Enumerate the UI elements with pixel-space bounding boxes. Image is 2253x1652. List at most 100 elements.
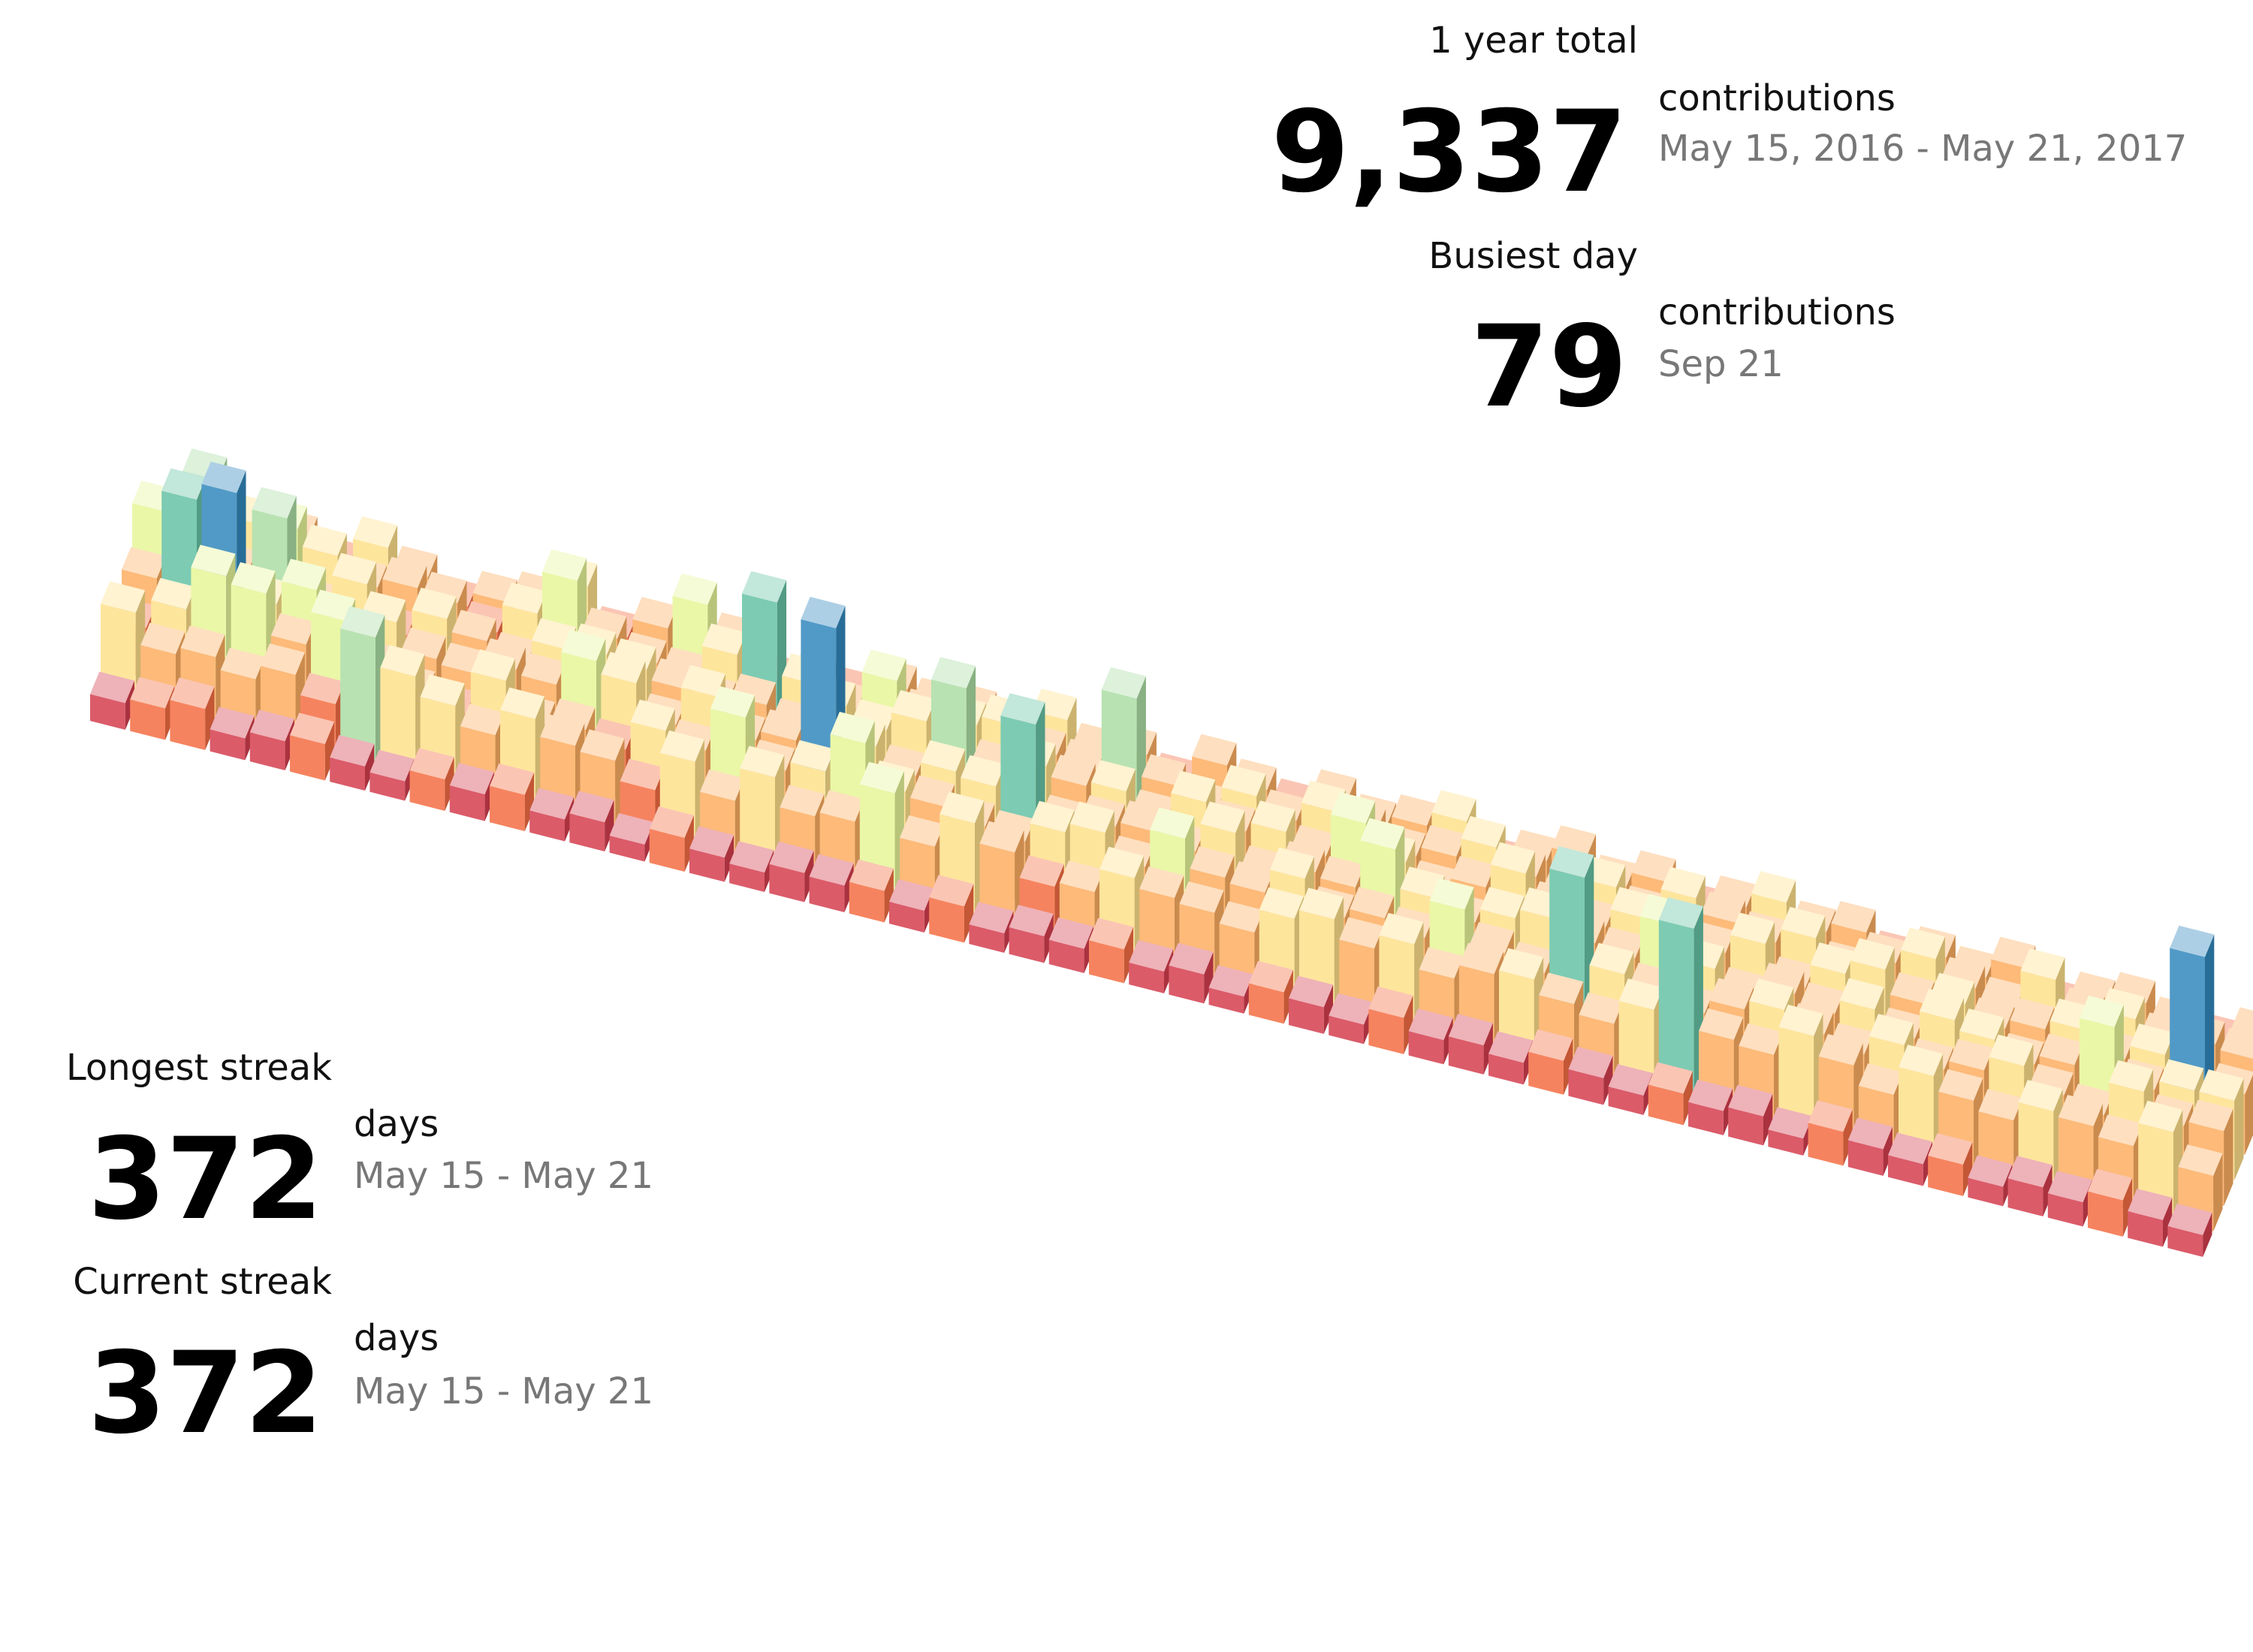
bar-top [1269, 847, 1314, 879]
bar-top [580, 729, 625, 761]
bar-side [365, 743, 375, 791]
day-bar [1208, 965, 1253, 1014]
bar-front [369, 772, 406, 801]
day-bar [1289, 975, 1334, 1034]
bar-top [1301, 780, 1346, 812]
stat-value: 9,337 [1271, 87, 1627, 218]
bar-front [1169, 965, 1205, 1004]
bar-front [290, 735, 325, 781]
bar-top [672, 573, 717, 605]
stat-unit: days [354, 1103, 439, 1145]
bar-top [420, 674, 465, 706]
day-bar [449, 763, 494, 821]
stat-range: May 15 - May 21 [354, 1370, 653, 1412]
day-bar [1928, 1133, 1973, 1196]
bar-front [609, 835, 645, 862]
bar-side [445, 757, 454, 811]
day-bar [609, 812, 654, 862]
bar-top [1858, 1063, 1903, 1095]
bar-front [1289, 998, 1324, 1034]
bar-top [2098, 1114, 2143, 1147]
bar-top [1458, 942, 1504, 975]
bar-top [1810, 942, 1855, 974]
bar-top [1448, 1014, 1493, 1046]
bar-top [470, 649, 515, 681]
bar-top [412, 587, 457, 620]
bar-side [1404, 995, 1413, 1054]
bar-top [1289, 975, 1334, 1008]
bar-front [1048, 939, 1084, 973]
bar-front [1368, 1008, 1404, 1054]
bar-top [1320, 855, 1365, 888]
bar-top [1631, 850, 1676, 882]
bar-side [684, 815, 694, 872]
day-bar [1009, 905, 1054, 963]
bar-top [819, 790, 864, 822]
bar-side [565, 797, 575, 842]
bar-top [689, 826, 734, 858]
bar-top [472, 571, 517, 602]
day-bar [1448, 1014, 1493, 1075]
day-bar [1329, 993, 1374, 1045]
day-bar [1648, 1062, 1693, 1126]
bar-front [1448, 1036, 1484, 1075]
bar-top [1920, 988, 1965, 1020]
stat-date: Sep 21 [1658, 343, 1784, 385]
bar-top [1739, 1023, 1784, 1055]
bar-side [1044, 913, 1054, 963]
bar-side [804, 850, 814, 903]
bar-top [1728, 1084, 1773, 1117]
bar-top [1751, 871, 1796, 903]
day-bar [929, 875, 974, 943]
day-bar [249, 710, 294, 770]
bar-front [849, 882, 885, 923]
bar-front [769, 864, 805, 903]
bar-top [1778, 1004, 1823, 1036]
bar-top [451, 610, 496, 641]
bar-top [2167, 1203, 2212, 1235]
stat-label: 1 year total [1429, 20, 1638, 62]
bar-front [490, 785, 525, 831]
bar-front [1778, 1026, 1814, 1130]
bar-top [2220, 1027, 2253, 1059]
bar-top [1469, 921, 1514, 954]
bar-side [2213, 1153, 2223, 1231]
bar-top [2020, 948, 2065, 980]
bar-front [1608, 1087, 1644, 1115]
day-bar [1888, 1132, 1933, 1186]
bar-top [921, 740, 966, 772]
bar-top [369, 749, 415, 782]
bar-top [532, 618, 577, 650]
bar-top [931, 656, 976, 689]
bar-front [1329, 1015, 1364, 1045]
bar-top [1419, 947, 1464, 978]
bar-front [1009, 927, 1045, 963]
bar-side [1123, 927, 1134, 984]
bar-front [929, 897, 964, 943]
bar-front [1648, 1084, 1684, 1126]
bar-top [1099, 846, 1145, 879]
bar-top [1048, 917, 1093, 949]
bar-top [1421, 824, 1466, 857]
bar-top [1888, 1132, 1933, 1165]
bar-front [249, 732, 285, 770]
bar-top [729, 841, 774, 873]
bar-front [569, 813, 605, 852]
day-bar [340, 606, 385, 765]
bar-side [1204, 951, 1214, 1004]
bar-top [1968, 1155, 2013, 1187]
bar-top [780, 785, 825, 816]
bar-top [170, 677, 215, 710]
bar-top [1938, 1069, 1983, 1101]
bar-top [1847, 1117, 1893, 1150]
bar-top [1799, 982, 1844, 1014]
day-bar [1169, 942, 1214, 1004]
bar-top [1139, 866, 1184, 898]
day-bar [1248, 960, 1293, 1024]
bar-top [1150, 807, 1195, 839]
bar-top [609, 812, 654, 845]
bar-front [649, 828, 685, 872]
day-bar [90, 671, 135, 730]
day-bar [1368, 986, 1413, 1054]
bar-front [2167, 1225, 2203, 1257]
